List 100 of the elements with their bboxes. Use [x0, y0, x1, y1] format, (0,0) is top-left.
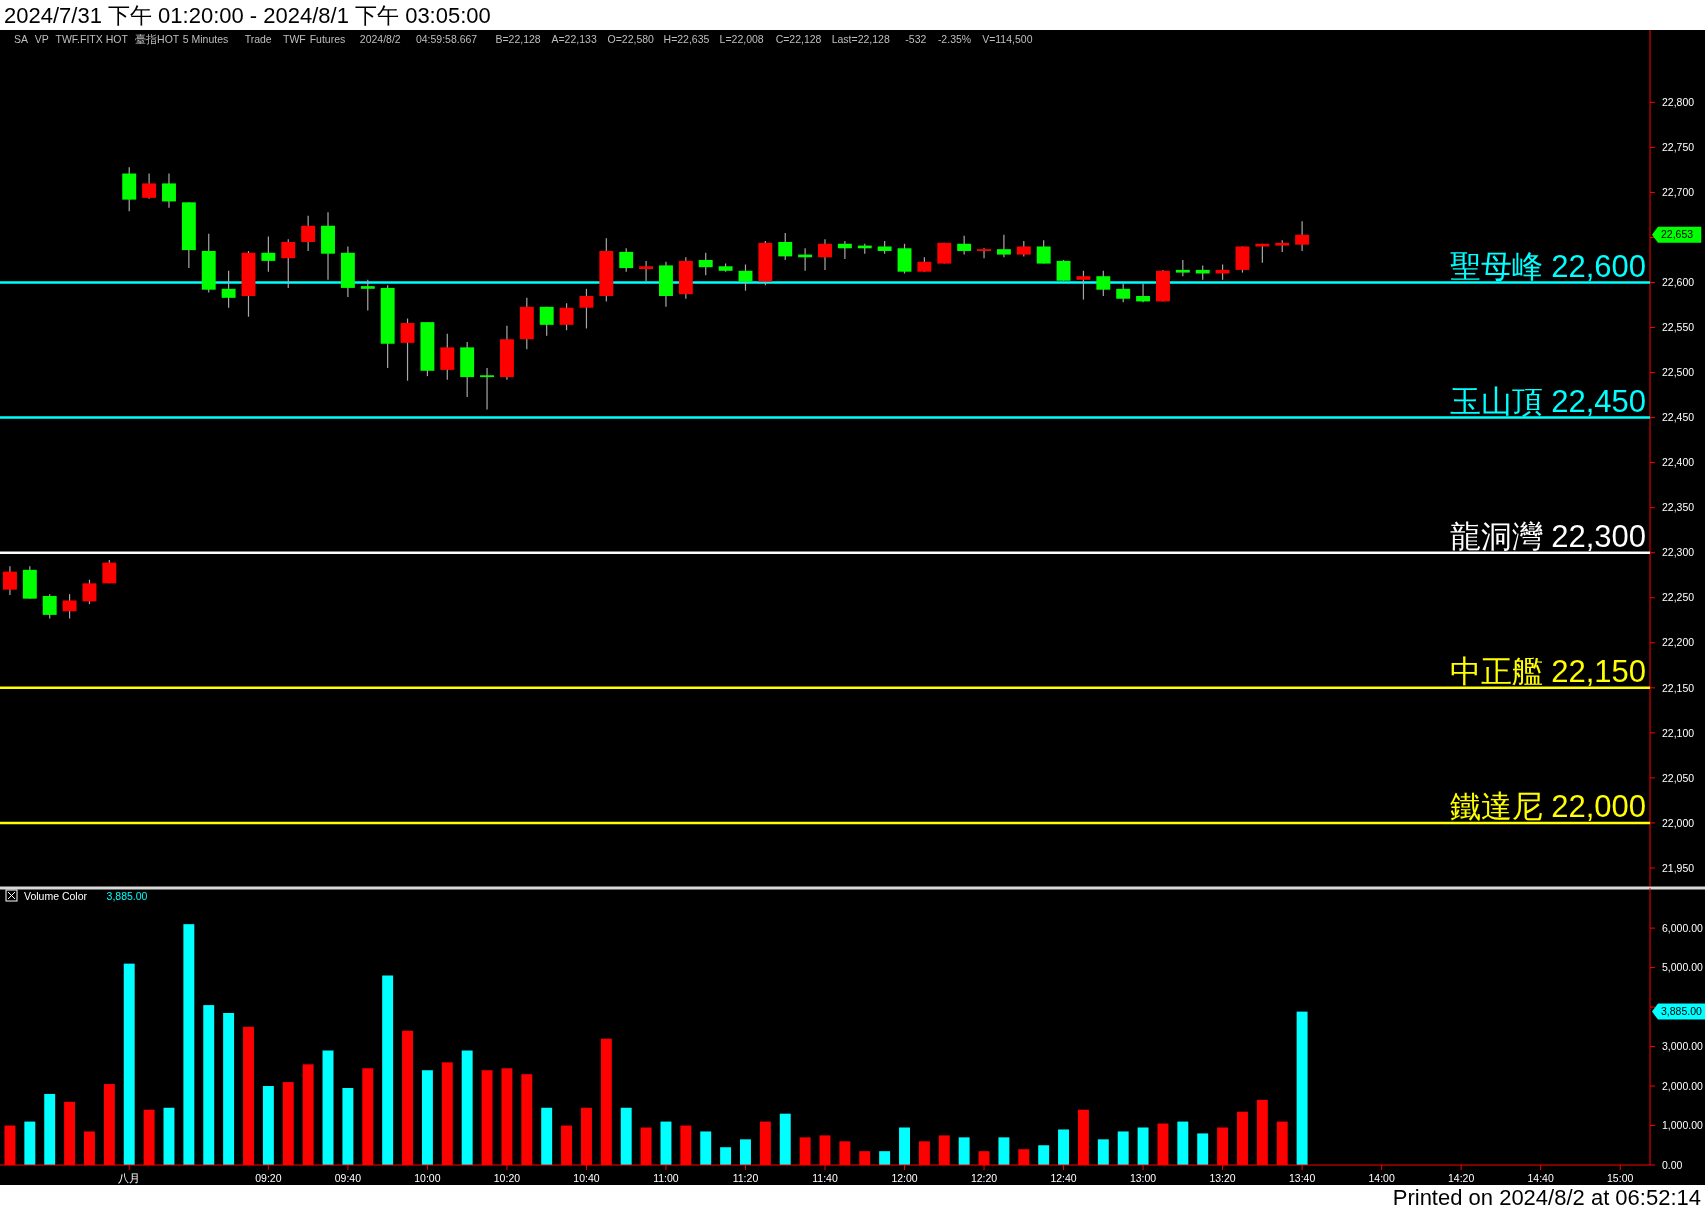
x-tick-label: 12:00 — [891, 1172, 918, 1184]
annotation: SA — [14, 33, 29, 45]
bar — [1097, 1139, 1109, 1165]
y-tick-label: 22,550 — [1662, 321, 1695, 334]
ref-line-label: 龍洞灣 22,300 — [1449, 518, 1646, 554]
y-tick-label: 2,000.00 — [1662, 1079, 1704, 1092]
chart-title: Volume Color — [24, 890, 88, 902]
annotation: A=22,133 — [551, 33, 597, 45]
annotation: H=22,635 — [663, 33, 710, 45]
x-tick-label: 11:00 — [653, 1172, 679, 1184]
text: 22,653 — [1661, 228, 1694, 241]
annotation: Trade — [244, 33, 272, 45]
annotation: TWF.FITX HOT — [55, 33, 129, 45]
candlestick — [440, 333, 455, 381]
bar — [223, 1013, 235, 1165]
candlestick — [977, 247, 991, 259]
bar — [720, 1147, 732, 1165]
annotation: 3,885.00 — [106, 890, 148, 902]
bar — [779, 1113, 791, 1165]
candlestick — [42, 593, 57, 620]
chart-title: 2024/7/31 下午 01:20:00 - 2024/8/1 下午 03:05:00 — [4, 3, 491, 28]
y-tick-label: 22,150 — [1662, 681, 1695, 694]
annotation: L=22,008 — [719, 33, 764, 45]
bar — [342, 1088, 354, 1165]
candlestick — [639, 260, 654, 283]
annotation: Futures — [309, 33, 346, 45]
candlestick — [1235, 245, 1250, 274]
candlestick — [897, 243, 912, 275]
bar — [998, 1137, 1010, 1165]
bar — [541, 1107, 553, 1165]
y-tick-label: 22,100 — [1662, 726, 1695, 739]
annotation: B=22,128 — [495, 33, 541, 45]
x-tick-label: 15:00 — [1607, 1172, 1634, 1184]
candlestick — [1136, 282, 1151, 303]
x-tick-label: 10:40 — [573, 1172, 600, 1184]
x-tick-label: 14:40 — [1527, 1172, 1554, 1184]
annotation: 04:59:58.667 — [415, 33, 478, 45]
candlestick — [301, 215, 316, 252]
y-tick-label: 22,350 — [1662, 501, 1695, 514]
y-tick-label: 22,800 — [1662, 96, 1695, 109]
bar — [879, 1151, 891, 1165]
y-tick-label: 22,400 — [1662, 456, 1695, 469]
annotation: 2024/8/2 — [359, 33, 401, 45]
annotation: Last=22,128 — [831, 33, 890, 45]
x-tick-label: 10:00 — [414, 1172, 441, 1184]
bar — [1177, 1121, 1189, 1165]
bar — [700, 1131, 712, 1165]
ref-line-label: 中正艦 22,150 — [1449, 653, 1646, 689]
x-tick-label: 09:40 — [334, 1172, 362, 1184]
annotation: TWF — [283, 33, 306, 45]
bar — [183, 924, 195, 1165]
annotation: 5 Minutes — [182, 33, 229, 45]
x-tick-label: 11:40 — [812, 1172, 838, 1184]
bar — [322, 1050, 334, 1165]
bar — [899, 1127, 910, 1165]
annotation: VP — [34, 33, 49, 45]
annotation: O=22,580 — [607, 33, 655, 45]
candlestick — [1076, 270, 1091, 301]
bar — [1058, 1129, 1070, 1165]
y-tick-label: 6,000.00 — [1662, 921, 1704, 934]
candlestick — [82, 579, 97, 605]
x-tick-label: 09:20 — [255, 1172, 282, 1184]
y-tick-label: 22,450 — [1662, 411, 1695, 424]
x-tick-label: 12:40 — [1050, 1172, 1077, 1184]
y-tick-label: 22,250 — [1662, 591, 1695, 604]
x-tick-label: 八月 — [118, 1172, 141, 1184]
candlestick — [2, 565, 17, 596]
candlestick — [996, 234, 1011, 258]
candlestick — [778, 232, 793, 261]
candlestick — [559, 302, 574, 331]
annotation: -2.35% — [937, 33, 972, 45]
x-tick-label: 13:40 — [1288, 1172, 1316, 1184]
x-tick-label: 14:00 — [1368, 1172, 1395, 1184]
candlestick — [261, 235, 276, 273]
candlestick — [818, 238, 832, 271]
annotation: C=22,128 — [775, 33, 822, 45]
bar — [123, 963, 135, 1165]
y-tick-label: 3,000.00 — [1662, 1040, 1704, 1053]
y-tick-label: 5,000.00 — [1662, 961, 1704, 974]
candlestick — [1056, 259, 1071, 282]
candlestick — [957, 235, 972, 256]
x-tick-label: 13:20 — [1209, 1172, 1236, 1184]
annotation: V=114,500 — [982, 33, 1033, 45]
x-tick-label: 11:20 — [732, 1172, 759, 1184]
y-tick-label: 1,000.00 — [1662, 1119, 1704, 1132]
ref-line-label: 玉山頂 22,450 — [1449, 383, 1646, 419]
y-tick-label: 22,000 — [1662, 816, 1695, 829]
bar — [1137, 1127, 1149, 1165]
bar — [382, 975, 394, 1165]
y-tick-label: 22,500 — [1662, 366, 1695, 379]
candlestick — [281, 238, 296, 289]
x-tick-label: 14:20 — [1448, 1172, 1475, 1184]
x-tick-label: 13:00 — [1129, 1172, 1157, 1184]
ref-line-label: 聖母峰 22,600 — [1449, 248, 1646, 284]
x-tick-label: 10:20 — [493, 1172, 521, 1184]
y-tick-label: 22,600 — [1662, 276, 1695, 289]
candlestick — [480, 367, 495, 411]
bar — [1038, 1145, 1050, 1165]
x-tick-label: 12:20 — [970, 1172, 998, 1184]
candlestick — [1295, 220, 1310, 252]
